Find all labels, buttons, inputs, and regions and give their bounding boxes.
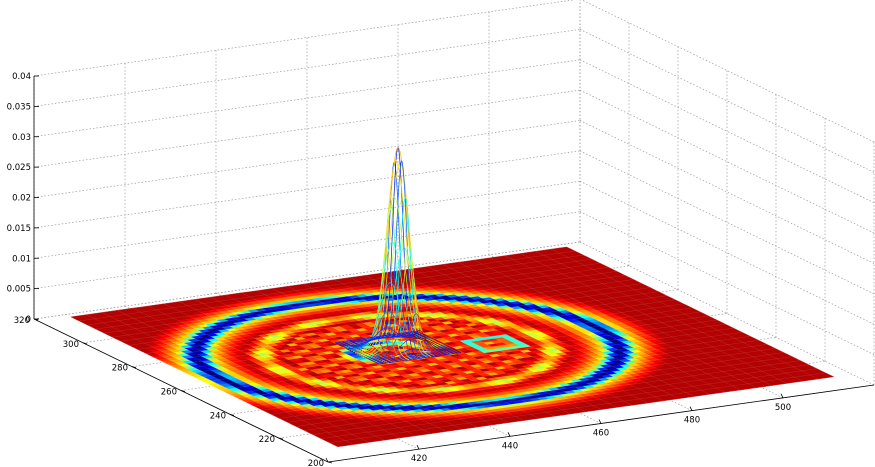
y-tick-mark: [327, 461, 333, 464]
back-wall-gridline: [33, 0, 576, 77]
z-tick-label: 0.035: [7, 102, 31, 112]
y-tick-mark: [278, 437, 284, 440]
surface-mesh: [70, 246, 835, 448]
z-tick-label: 0.025: [7, 163, 31, 173]
y-tick-mark: [82, 342, 88, 345]
x-tick-label: 420: [411, 454, 427, 464]
back-wall-gridline: [33, 180, 581, 259]
y-tick-label: 260: [161, 388, 177, 398]
z-tick-label: 0.02: [12, 194, 31, 204]
y-tick-label: 240: [210, 411, 226, 421]
y-tick-label: 200: [308, 459, 324, 467]
back-wall-gridline: [33, 150, 581, 229]
z-tick-label: 0.01: [12, 254, 31, 264]
back-wall-gridline: [33, 120, 581, 198]
y-tick-label: 320: [14, 316, 30, 326]
y-tick-label: 280: [112, 364, 128, 374]
x-tick-label: 440: [502, 441, 518, 451]
y-tick-mark: [131, 366, 137, 369]
z-tick-label: 0.03: [12, 133, 31, 143]
z-tick-label: 0.015: [7, 224, 31, 234]
back-wall-gridline: [33, 29, 581, 107]
back-wall-gridline: [33, 59, 581, 138]
x-tick-label: 480: [684, 416, 700, 426]
back-wall-gridline: [33, 211, 581, 289]
side-wall-gridline: [579, 29, 875, 173]
z-tick-label: 0.005: [7, 285, 31, 295]
y-tick-label: 220: [259, 435, 275, 445]
z-tick-label: 0.04: [12, 72, 31, 82]
floor-gridline: [33, 241, 581, 320]
y-tick-mark: [229, 413, 235, 416]
x-tick-label: 500: [775, 403, 791, 413]
y-tick-label: 300: [63, 340, 79, 350]
back-wall-gridline: [33, 89, 581, 168]
y-tick-mark: [180, 390, 186, 392]
x-tick-label: 460: [593, 429, 609, 439]
